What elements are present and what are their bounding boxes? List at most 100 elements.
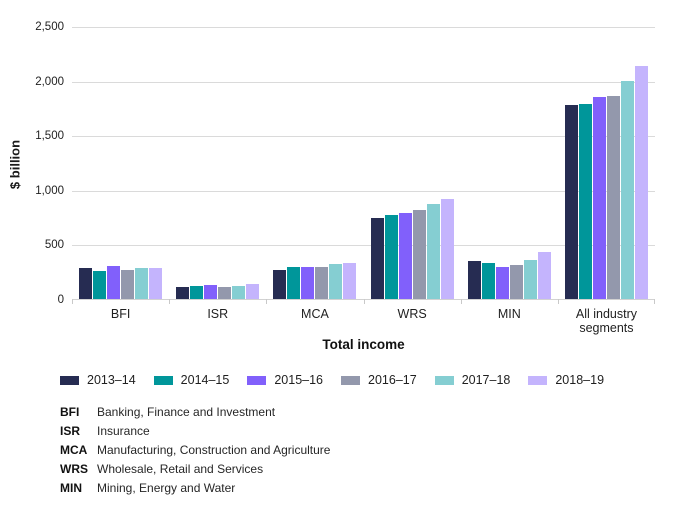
legend-label: 2014–15 [180,373,230,387]
legend-label: 2017–18 [461,373,511,387]
legend-swatch-icon [341,375,361,385]
bar-min-2016–17 [509,265,523,299]
bar-isr-2015–16 [204,285,218,299]
bar-mca-2016–17 [315,267,329,299]
bar-group-bfi [72,27,169,299]
bar-isr-2014–15 [190,286,204,299]
x-category-label-mca: MCA [266,307,363,336]
chart-legend: 2013–14 2014–15 2015–16 2016–17 2017–18 2018–… [60,373,604,387]
y-tick-label: 0 [57,294,64,306]
y-tick-label: 1,500 [35,130,64,143]
bar-all-industry-segments-2013–14 [564,105,578,299]
legend-item-2017–18: 2017–18 [434,373,511,387]
key-description: Banking, Finance and Investment [97,405,276,419]
key-abbr: MIN [60,481,82,495]
gridline-1,500 [72,136,655,138]
bar-mca-2014–15 [287,267,301,299]
bar-group-isr [169,27,266,299]
abbreviation-key: BFI Banking, Finance and Investment ISR Ins… [60,403,330,498]
x-axis-tick [169,299,171,304]
bar-bfi-2017–18 [135,268,149,299]
legend-item-2016–17: 2016–17 [341,373,417,387]
legend-label: 2013–14 [87,373,136,387]
bar-min-2014–15 [481,263,495,299]
bar-mca-2015–16 [301,267,315,299]
bar-all-industry-segments-2016–17 [606,96,620,299]
legend-swatch-icon [434,375,454,385]
bar-isr-2017–18 [232,286,246,299]
x-axis-title: Total income [322,337,405,352]
x-axis-tick [72,299,73,304]
gridline-2,500 [72,27,655,28]
x-category-label-min: MIN [461,307,558,336]
legend-swatch-icon [60,375,79,385]
bar-all-industry-segments-2015–16 [592,97,606,299]
bar-min-2017–18 [523,260,537,299]
y-axis-tick-labels: 0 500 1,000 1,500 2,000 2,500 [8,21,64,306]
legend-label: 2015–16 [274,373,324,387]
key-description: Mining, Energy and Water [97,481,236,495]
gridline-500 [72,245,655,247]
key-row-bfi: BFI Banking, Finance and Investment [60,403,330,422]
bar-isr-2018–19 [246,284,260,299]
y-tick-label: 1,000 [35,184,64,197]
x-category-label-isr: ISR [169,307,266,336]
bar-wrs-2013–14 [370,218,384,299]
bar-bfi-2015–16 [107,266,121,299]
bar-mca-2017–18 [329,264,343,299]
bar-isr-2016–17 [218,287,232,299]
y-tick-label: 2,500 [35,21,64,33]
bar-wrs-2014–15 [384,215,398,299]
bar-groups [72,27,655,299]
bar-wrs-2017–18 [426,204,440,299]
x-axis-tick [363,299,365,304]
bar-bfi-2014–15 [93,271,107,299]
x-axis-tick [557,299,559,304]
x-axis-tick [460,299,462,304]
key-row-min: MIN Mining, Energy and Water [60,479,330,498]
key-row-wrs: WRS Wholesale, Retail and Services [60,460,330,479]
bar-all-industry-segments-2014–15 [578,104,592,299]
legend-item-2013–14: 2013–14 [60,373,136,387]
x-category-label-text: All industry segments [575,307,637,336]
bar-bfi-2016–17 [121,270,135,299]
x-category-label-all-industry-segments: All industry segments [558,307,655,336]
bar-group-all-industry-segments [558,27,655,299]
gridline-2,000 [72,81,655,83]
bar-mca-2013–14 [273,270,287,299]
plot-area [72,27,655,304]
legend-label: 2016–17 [368,373,417,387]
legend-label: 2018–19 [555,373,605,387]
gridline-1,000 [72,190,655,192]
x-axis-category-labels: BFI ISR MCA WRS MIN All industry segments [72,307,655,336]
bar-min-2015–16 [495,267,509,299]
key-row-isr: ISR Insurance [60,422,330,441]
bar-wrs-2016–17 [412,210,426,299]
key-description: Insurance [97,424,150,438]
bar-all-industry-segments-2018–19 [634,66,648,299]
bar-wrs-2018–19 [440,199,454,299]
bar-min-2018–19 [537,252,551,299]
y-tick-label: 500 [44,239,64,252]
bar-group-mca [266,27,363,299]
legend-item-2015–16: 2015–16 [247,373,323,387]
x-category-label-text: MCA [301,307,329,321]
x-axis-ticks [72,299,655,304]
bar-isr-2013–14 [176,287,190,299]
bar-wrs-2015–16 [398,213,412,299]
key-abbr: ISR [60,424,81,438]
x-category-label-text: MIN [497,307,521,321]
key-abbr: WRS [60,462,88,476]
key-description: Wholesale, Retail and Services [97,462,264,476]
bar-group-min [461,27,558,299]
legend-swatch-icon [528,375,548,385]
legend-item-2018–19: 2018–19 [528,373,604,387]
x-category-label-text: WRS [397,307,427,321]
bar-mca-2018–19 [343,263,357,299]
key-abbr: BFI [60,405,80,419]
legend-swatch-icon [247,375,267,385]
bar-bfi-2018–19 [149,268,163,299]
y-tick-label: 2,000 [35,75,64,88]
x-axis-tick [266,299,268,304]
key-row-mca: MCA Manufacturing, Construction and Agric… [60,441,330,460]
